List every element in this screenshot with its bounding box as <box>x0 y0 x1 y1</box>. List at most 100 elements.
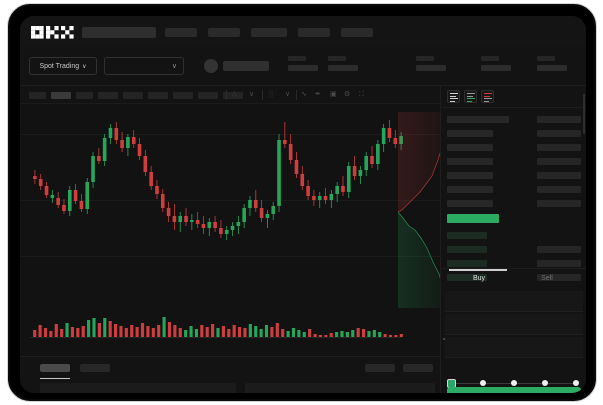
orderbook-current-price[interactable] <box>447 214 499 223</box>
search-input[interactable] <box>82 27 156 38</box>
timeframe-4[interactable] <box>98 92 118 99</box>
stat-value <box>537 65 567 71</box>
order-amount-field[interactable] <box>445 314 583 335</box>
orderbook-row-value <box>537 274 581 281</box>
market-depth-overlay <box>398 112 446 308</box>
chart-type-dropdown-icon[interactable]: ∨ <box>285 91 291 98</box>
stat-low-24h <box>481 56 511 71</box>
bottom-tab-order-history[interactable] <box>80 364 110 372</box>
orderbook-row[interactable] <box>447 274 487 281</box>
chart-toolbar: ∴ ∨ ░ ∨ ∿ ✒ ▣ ⚙ ⛶ <box>20 86 440 104</box>
timeframe-8[interactable] <box>198 92 218 99</box>
toolbar-divider <box>296 90 297 100</box>
chart-type-icon[interactable]: ░ <box>268 91 273 98</box>
orderbook-mode-both[interactable] <box>447 90 460 103</box>
timeframe-6[interactable] <box>148 92 168 99</box>
slider-stop-25[interactable] <box>480 380 486 386</box>
stat-label <box>328 56 346 61</box>
app-screen: Spot Trading ∨ ∨ <box>20 16 586 393</box>
camera-icon[interactable]: ▣ <box>330 91 337 98</box>
slider-stop-50[interactable] <box>511 380 517 386</box>
bottom-action-2[interactable] <box>403 364 433 372</box>
stat-label <box>481 56 499 61</box>
slider-stop-75[interactable] <box>542 380 548 386</box>
drawing-tool-icon[interactable]: ✒ <box>315 91 321 98</box>
orderbook-row[interactable] <box>447 260 487 267</box>
orderbook-row[interactable] <box>447 130 493 137</box>
order-total-field[interactable] <box>445 337 583 358</box>
timeframe-3[interactable] <box>76 92 93 99</box>
panel-scrollbar[interactable] <box>583 94 585 134</box>
top-navigation-bar <box>20 16 586 46</box>
chevron-down-icon: ∨ <box>82 63 87 70</box>
trade-form: Buy Sell <box>441 268 586 393</box>
pair-avatar <box>204 59 218 73</box>
orderbook-row[interactable] <box>447 116 509 123</box>
orderbook-row-value <box>537 144 581 151</box>
orderbook-mode-bids[interactable] <box>464 90 477 103</box>
orderbook-row-value <box>537 186 581 193</box>
stat-label <box>288 56 306 61</box>
slider-stop-100[interactable] <box>573 380 579 386</box>
percent-slider[interactable] <box>447 379 581 389</box>
timeframe-2[interactable] <box>51 92 71 99</box>
timeframe-9[interactable] <box>223 92 243 99</box>
bottom-block-right <box>245 383 435 393</box>
stat-value <box>328 65 358 71</box>
nav-item-2[interactable] <box>208 28 240 37</box>
orderbook-row[interactable] <box>447 186 493 193</box>
stat-label <box>537 56 555 61</box>
orderbook-row-value <box>537 130 581 137</box>
stat-label <box>416 56 434 61</box>
volume-histogram <box>33 317 403 337</box>
spot-trading-label: Spot Trading <box>39 62 80 70</box>
candles-layer <box>33 120 403 240</box>
orderbook-row[interactable] <box>447 246 487 253</box>
settings-gear-icon[interactable]: ⚙ <box>344 91 351 98</box>
orderbook-row[interactable] <box>447 172 493 179</box>
candlestick-chart[interactable] <box>20 104 440 356</box>
timeframe-1[interactable] <box>29 92 46 99</box>
order-price-field[interactable] <box>445 291 583 312</box>
orderbook-row-value <box>537 158 581 165</box>
buy-submit-button[interactable] <box>447 387 581 393</box>
bottom-tab-open-orders[interactable] <box>40 364 70 372</box>
chevron-down-icon: ∨ <box>171 63 177 70</box>
indicators-icon[interactable]: ∴ <box>232 91 237 98</box>
nav-item-3[interactable] <box>251 28 287 37</box>
spot-trading-dropdown[interactable]: Spot Trading ∨ <box>29 57 97 75</box>
nav-item-4[interactable] <box>298 28 330 37</box>
stat-volume-24h <box>537 56 567 71</box>
tab-sell[interactable]: Sell <box>541 275 553 282</box>
tab-buy[interactable]: Buy <box>472 275 486 282</box>
orderbook-row[interactable] <box>447 200 493 207</box>
orderbook-row-value <box>537 260 581 267</box>
orderbook-row[interactable] <box>447 158 493 165</box>
orderbook-row[interactable] <box>447 144 493 151</box>
orderbook-row-value <box>537 246 581 253</box>
orderbook-mode-group <box>447 90 494 103</box>
okx-logo[interactable] <box>31 26 75 39</box>
chart-gridline <box>20 256 440 257</box>
chart-gridline <box>20 200 440 201</box>
timeframe-7[interactable] <box>173 92 193 99</box>
toolbar-divider <box>262 90 263 100</box>
trading-pair-select[interactable]: ∨ <box>104 57 184 75</box>
line-tool-icon[interactable]: ∿ <box>301 91 307 98</box>
market-subheader: Spot Trading ∨ ∨ <box>20 46 586 86</box>
bottom-block-left <box>40 383 236 393</box>
orderbook-divider <box>441 107 586 108</box>
orderbook-row[interactable] <box>447 232 487 239</box>
stat-change-24h <box>328 56 358 71</box>
orderbook-mode-asks[interactable] <box>481 90 494 103</box>
toolbar-divider <box>226 90 227 100</box>
timeframe-5[interactable] <box>123 92 143 99</box>
stat-last-price <box>288 56 318 71</box>
orderbook-row-value <box>537 172 581 179</box>
nav-item-1[interactable] <box>165 28 197 37</box>
fullscreen-icon[interactable]: ⛶ <box>359 91 364 98</box>
orderbook-panel: Buy Sell <box>440 86 586 393</box>
bottom-action-1[interactable] <box>365 364 395 372</box>
nav-item-5[interactable] <box>341 28 373 37</box>
indicators-dropdown-icon[interactable]: ∨ <box>249 91 255 98</box>
